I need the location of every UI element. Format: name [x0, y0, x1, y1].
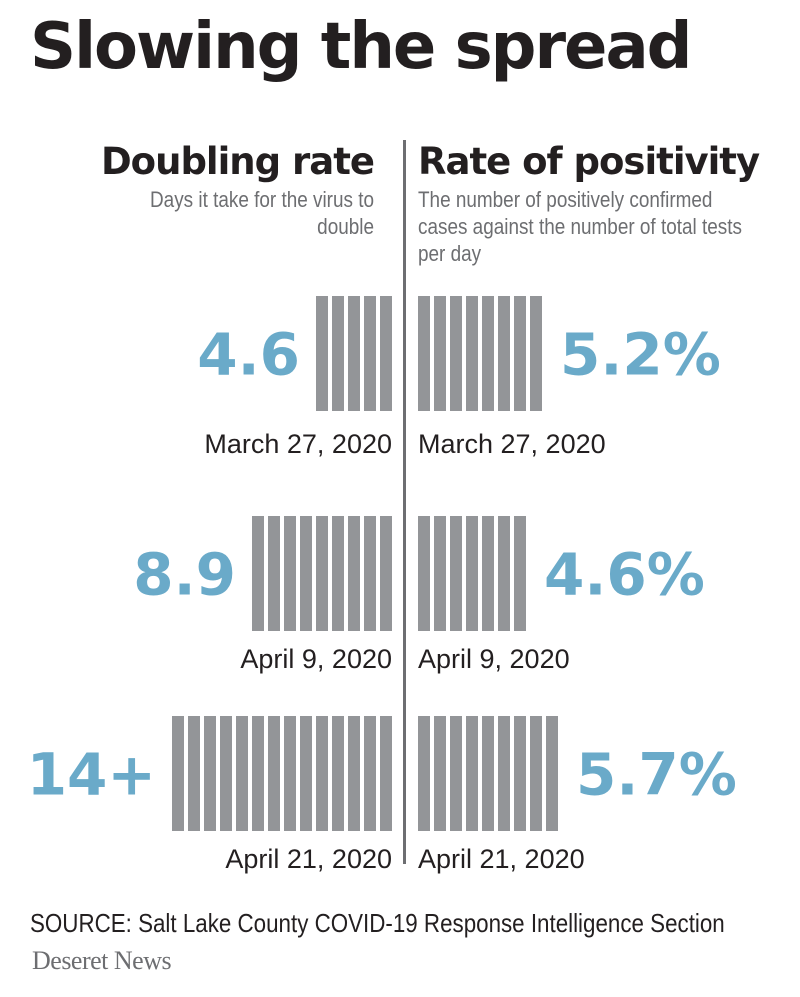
bar-stripe [530, 716, 542, 831]
bar-stripe [364, 516, 376, 631]
bar-stripe [466, 716, 478, 831]
bar-stripe [380, 516, 392, 631]
doubling-rate-description: Days it take for the virus to double [150, 187, 374, 239]
bar-stripe [220, 716, 232, 831]
bar-stripe [348, 296, 360, 411]
bar-stripe [204, 716, 216, 831]
bar-stripe [434, 716, 446, 831]
bar-stripe [514, 716, 526, 831]
bar-stripe [482, 716, 494, 831]
positivity-description: The number of positively confirmed cases… [418, 187, 742, 266]
bar-stripe [316, 296, 328, 411]
bar-stripe [380, 296, 392, 411]
chart-title: Slowing the spread [30, 10, 692, 84]
positivity-date: March 27, 2020 [418, 429, 606, 459]
bar-stripe [284, 516, 296, 631]
bar-stripe [348, 516, 360, 631]
bar-stripe [332, 716, 344, 831]
doubling-rate-value: 14+ [27, 741, 156, 809]
bar-stripe [284, 716, 296, 831]
bar-stripe [252, 716, 264, 831]
center-divider [403, 140, 406, 864]
bar-stripe [482, 296, 494, 411]
bar-stripe [252, 516, 264, 631]
doubling-rate-heading: Doubling rate [100, 140, 375, 183]
bar-stripe [546, 716, 558, 831]
bar-stripe [188, 716, 200, 831]
bar-stripe [300, 516, 312, 631]
bar-stripe [300, 716, 312, 831]
doubling-rate-date: March 27, 2020 [204, 429, 392, 459]
brand-logo: Deseret News [32, 946, 172, 975]
bar-stripe [236, 716, 248, 831]
positivity-value: 5.2% [560, 321, 721, 389]
bar-stripe [434, 296, 446, 411]
source-note: SOURCE: Salt Lake County COVID-19 Respon… [30, 908, 725, 938]
bar-stripe [316, 516, 328, 631]
positivity-heading: Rate of positivity [418, 140, 760, 183]
doubling-rate-date: April 21, 2020 [225, 844, 392, 874]
bar-stripe [380, 716, 392, 831]
bar-stripe [364, 716, 376, 831]
bar-stripe [514, 516, 526, 631]
positivity-value: 4.6% [544, 541, 705, 609]
bar-stripe [450, 716, 462, 831]
bar-stripe [418, 516, 430, 631]
bar-stripe [172, 716, 184, 831]
bar-stripe [466, 516, 478, 631]
bar-stripe [498, 716, 510, 831]
bar-stripe [434, 516, 446, 631]
bar-stripe [450, 296, 462, 411]
positivity-value: 5.7% [576, 741, 737, 809]
doubling-rate-value: 4.6 [197, 321, 300, 389]
positivity-date: April 9, 2020 [418, 644, 570, 674]
doubling-rate-date: April 9, 2020 [240, 644, 392, 674]
bar-stripe [530, 296, 542, 411]
bar-stripe [268, 516, 280, 631]
bar-stripe [498, 516, 510, 631]
bar-stripe [418, 296, 430, 411]
bar-stripe [498, 296, 510, 411]
bar-stripe [364, 296, 376, 411]
bar-stripe [316, 716, 328, 831]
bar-stripe [268, 716, 280, 831]
bar-stripe [332, 516, 344, 631]
bar-stripe [466, 296, 478, 411]
bar-stripe [332, 296, 344, 411]
doubling-rate-value: 8.9 [133, 541, 236, 609]
positivity-date: April 21, 2020 [418, 844, 585, 874]
bar-stripe [450, 516, 462, 631]
bar-stripe [514, 296, 526, 411]
bar-stripe [348, 716, 360, 831]
bar-stripe [482, 516, 494, 631]
bar-stripe [418, 716, 430, 831]
